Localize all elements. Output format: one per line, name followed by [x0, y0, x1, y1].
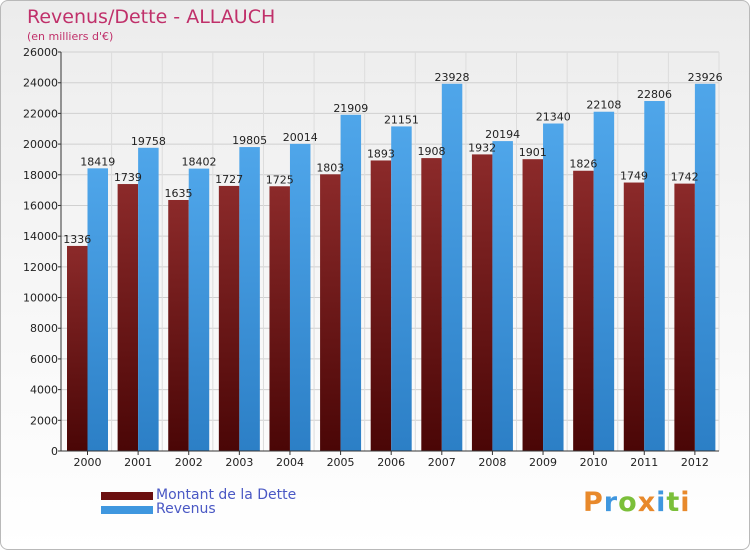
bar-revenus — [289, 143, 311, 452]
logo-letter: x — [637, 487, 657, 518]
y-tick-label: 6000 — [30, 353, 58, 366]
bar-dette — [117, 184, 139, 451]
data-label-revenus: 20014 — [283, 131, 318, 144]
logo-letter: i — [680, 487, 691, 518]
bar-dette — [269, 186, 290, 452]
bar-dette — [471, 154, 493, 451]
logo-letter: i — [656, 487, 667, 518]
y-tick-label: 26000 — [23, 46, 58, 59]
legend-swatch-revenus — [101, 506, 153, 514]
legend-label-dette: Montant de la Dette — [156, 487, 297, 503]
bar-revenus — [340, 114, 362, 451]
data-label-dette: 1932 — [468, 141, 496, 154]
bar-revenus — [543, 123, 564, 452]
bar-dette — [218, 185, 240, 451]
bar-dette — [573, 170, 594, 451]
data-label-revenus: 19805 — [232, 134, 267, 147]
data-label-dette: 1725 — [266, 173, 294, 186]
y-tick-label: 16000 — [23, 199, 58, 212]
x-tick-label: 2000 — [74, 456, 102, 469]
chart-subtitle: (en milliers d'€) — [27, 30, 114, 43]
data-label-revenus: 22806 — [637, 88, 672, 101]
bar-dette — [421, 158, 442, 451]
data-label-dette: 1803 — [316, 161, 344, 174]
y-tick-label: 24000 — [23, 77, 58, 90]
bar-dette — [67, 245, 88, 451]
bar-dette — [674, 183, 695, 451]
x-tick-label: 2010 — [580, 456, 608, 469]
bar-dette — [168, 199, 189, 451]
bar-dette — [522, 159, 544, 452]
x-tick-label: 2008 — [478, 456, 506, 469]
y-tick-label: 20000 — [23, 138, 58, 151]
y-tick-label: 10000 — [23, 292, 58, 305]
data-label-revenus: 21151 — [384, 113, 419, 126]
logo-letter: t — [666, 487, 681, 518]
data-label-revenus: 23928 — [435, 71, 470, 84]
data-label-dette: 1893 — [367, 147, 395, 160]
y-tick-label: 18000 — [23, 169, 58, 182]
x-tick-label: 2003 — [225, 456, 253, 469]
data-label-revenus: 18402 — [181, 156, 216, 169]
legend-label-revenus: Revenus — [156, 501, 216, 517]
bar-revenus — [492, 141, 513, 451]
bar-revenus — [188, 168, 210, 451]
bar-revenus — [391, 126, 412, 451]
logo-letter: P — [583, 487, 604, 518]
x-tick-label: 2006 — [377, 456, 405, 469]
x-tick-label: 2011 — [630, 456, 658, 469]
legend-swatch-dette — [101, 492, 153, 500]
bar-dette — [623, 182, 645, 452]
y-tick-label: 12000 — [23, 261, 58, 274]
bar-revenus — [441, 83, 463, 451]
x-tick-label: 2012 — [681, 456, 709, 469]
data-label-dette: 1908 — [418, 145, 446, 158]
data-label-revenus: 19758 — [131, 135, 166, 148]
data-label-revenus: 20194 — [485, 128, 520, 141]
data-label-dette: 1727 — [215, 173, 243, 186]
data-label-revenus: 21909 — [333, 102, 368, 115]
y-tick-label: 2000 — [30, 414, 58, 427]
data-label-dette: 1826 — [569, 158, 597, 171]
bar-revenus — [87, 168, 108, 452]
y-tick-label: 8000 — [30, 322, 58, 335]
bar-revenus — [239, 147, 260, 451]
y-tick-label: 14000 — [23, 230, 58, 243]
y-tick-label: 22000 — [23, 107, 58, 120]
x-tick-label: 2004 — [276, 456, 304, 469]
x-tick-label: 2002 — [175, 456, 203, 469]
data-label-dette: 1901 — [519, 146, 547, 159]
proxiti-logo: Proxiti — [583, 487, 691, 518]
logo-letter: o — [618, 487, 638, 518]
bar-revenus — [138, 147, 159, 451]
data-label-dette: 1336 — [63, 233, 91, 246]
bar-revenus — [694, 83, 716, 451]
data-label-dette: 1635 — [164, 187, 192, 200]
x-tick-label: 2007 — [428, 456, 456, 469]
data-label-dette: 1739 — [114, 171, 142, 184]
x-tick-label: 2005 — [327, 456, 355, 469]
bar-dette — [320, 174, 341, 452]
x-tick-label: 2001 — [124, 456, 152, 469]
data-label-revenus: 22108 — [586, 99, 621, 112]
bar-dette — [370, 160, 392, 451]
y-tick-label: 4000 — [30, 384, 58, 397]
bar-revenus — [593, 111, 615, 451]
y-tick-label: 0 — [51, 445, 58, 458]
data-label-revenus: 21340 — [536, 111, 571, 124]
data-label-revenus: 18419 — [80, 155, 115, 168]
data-label-dette: 1742 — [671, 171, 699, 184]
x-tick-label: 2009 — [529, 456, 557, 469]
logo-letter: r — [603, 487, 619, 518]
bar-revenus — [644, 101, 665, 451]
chart-title: Revenus/Dette - ALLAUCH — [27, 6, 276, 28]
data-label-revenus: 23926 — [688, 71, 723, 84]
data-label-dette: 1749 — [620, 170, 648, 183]
